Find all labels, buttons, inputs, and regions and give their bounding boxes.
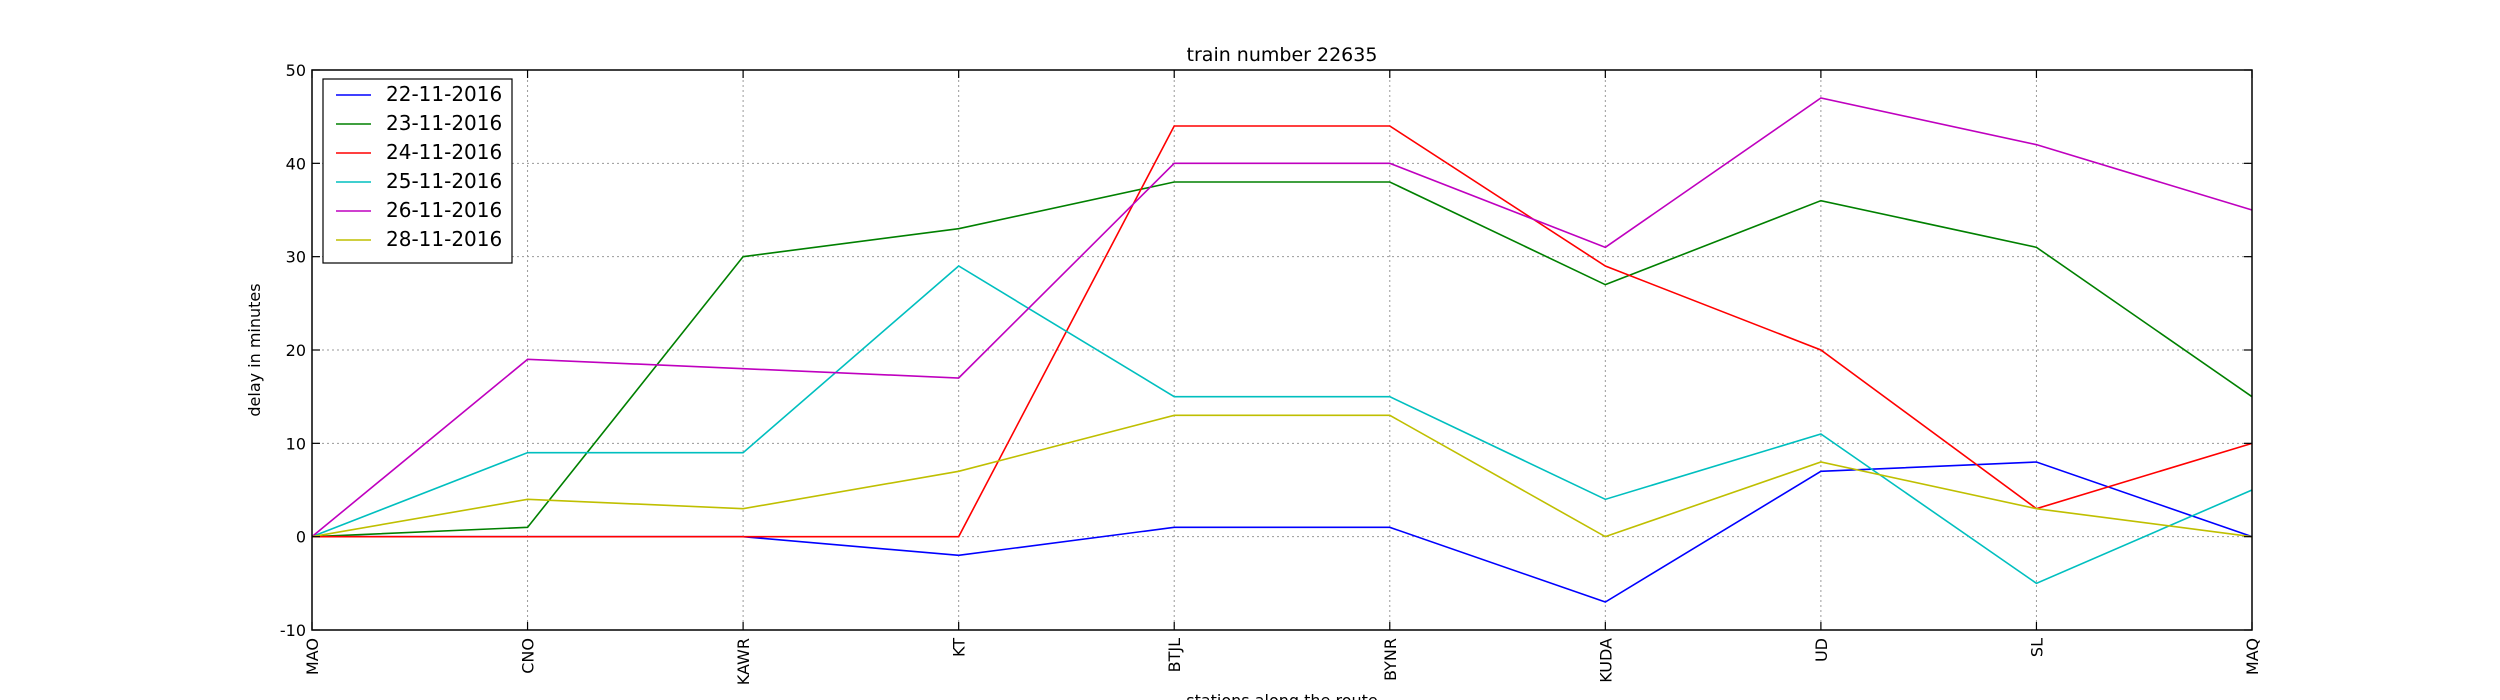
legend-label: 25-11-2016 — [386, 169, 502, 193]
x-axis-ticks: MAO CNO KAWR KT BTJL BYNR KUDA UD SL MAQ — [303, 70, 2262, 685]
y-tick-label: 0 — [296, 528, 306, 547]
series-line-26-11-2016 — [311, 97, 2253, 538]
legend-label: 24-11-2016 — [386, 140, 502, 164]
series-line-24-11-2016 — [312, 125, 2253, 538]
grid-lines — [311, 69, 2253, 631]
x-tick-label: CNO — [519, 638, 538, 674]
y-tick-label: 40 — [286, 154, 306, 173]
legend-label: 23-11-2016 — [386, 111, 502, 135]
x-tick-label: BYNR — [1381, 638, 1400, 681]
x-tick-label: MAO — [303, 638, 322, 675]
series-line-23-11-2016 — [311, 181, 2253, 538]
x-tick-label: BTJL — [1165, 638, 1184, 672]
legend-label: 22-11-2016 — [386, 82, 502, 106]
x-tick-label: KT — [950, 638, 969, 657]
legend-box — [322, 78, 513, 264]
x-tick-label: KUDA — [1596, 638, 1615, 683]
y-tick-label: 30 — [286, 248, 306, 267]
y-tick-label: -10 — [280, 621, 306, 640]
legend-label: 28-11-2016 — [386, 227, 502, 251]
series-lines — [311, 97, 2253, 603]
series-line-28-11-2016 — [311, 414, 2253, 538]
series-line-25-11-2016 — [311, 265, 2253, 585]
y-axis-ticks: -10 0 10 20 30 40 50 — [280, 61, 2252, 640]
chart-title: train number 22635 — [1187, 44, 1378, 66]
x-axis-label: stations along the route — [1186, 691, 1378, 700]
x-tick-label: SL — [2027, 638, 2046, 657]
legend-label: 26-11-2016 — [386, 198, 502, 222]
x-tick-label: MAQ — [2243, 638, 2262, 675]
y-axis-label: delay in minutes — [245, 283, 264, 416]
legend: 22-11-2016 23-11-2016 24-11-2016 25-11-2016… — [322, 78, 513, 264]
y-tick-label: 20 — [286, 341, 306, 360]
x-tick-label: KAWR — [734, 638, 753, 685]
y-tick-label: 50 — [286, 61, 306, 80]
y-tick-label: 10 — [286, 434, 306, 453]
x-tick-label: UD — [1812, 638, 1831, 662]
